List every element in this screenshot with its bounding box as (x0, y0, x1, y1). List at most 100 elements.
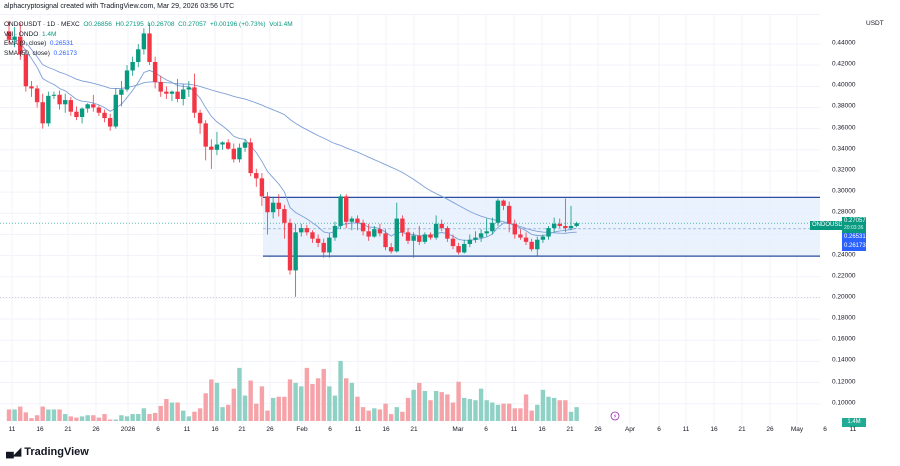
legend-symbol[interactable]: ONDOUSDT · 1D · MEXC (4, 21, 80, 28)
time-tick-label: 6 (657, 426, 661, 433)
candle-body (490, 222, 495, 232)
candle-body (467, 239, 473, 244)
candle-body (51, 94, 57, 96)
candle-body (107, 118, 113, 127)
candle-body (422, 234, 428, 242)
legend-close: C0.27057 (178, 21, 207, 28)
volume-bar (456, 381, 461, 421)
volume-bar (136, 414, 141, 421)
volume-bar (546, 396, 551, 421)
candle-body (287, 222, 293, 271)
volume-bar (388, 414, 394, 421)
price-axis[interactable]: USDT 0.44000 0.42000 0.40000 0.38000 0.36000… (810, 14, 900, 427)
candle-body (327, 237, 332, 253)
volume-bar (478, 388, 484, 421)
candle-body (18, 36, 23, 55)
tradingview-logo[interactable]: ▄◢ TradingView (6, 445, 89, 459)
volume-bar (529, 410, 534, 421)
candle-body (130, 61, 135, 71)
candle-body (456, 246, 461, 253)
candle-body (355, 218, 360, 223)
candle-body (400, 218, 405, 233)
volume-bar (377, 409, 383, 421)
candle-body (91, 104, 96, 108)
price-tick-label: 0.28000 (832, 208, 856, 216)
candle-body (248, 142, 253, 174)
volume-indicator-value: 1.4M (41, 30, 57, 38)
candlestick-chart[interactable] (0, 15, 820, 425)
candle-body (428, 234, 433, 238)
volume-bar (344, 378, 349, 421)
volume-bar (551, 397, 557, 421)
candle-body (68, 100, 74, 112)
volume-bar (152, 412, 158, 421)
price-tick-label: 0.40000 (832, 81, 856, 89)
price-tick-label: 0.38000 (832, 102, 856, 110)
price-tick-label: 0.12000 (832, 378, 856, 386)
candle-body (242, 142, 248, 148)
volume-bar (360, 407, 366, 421)
chart-attribution: alphacryptosignal created with TradingVi… (4, 3, 235, 10)
candle-body (96, 107, 102, 113)
time-tick-label: 11 (682, 426, 690, 433)
candle-body (563, 225, 568, 229)
volume-bar (315, 378, 321, 421)
candle-body (175, 91, 180, 100)
candle-body (203, 123, 208, 147)
candle-body (85, 104, 90, 109)
time-tick-label: 16 (36, 426, 44, 433)
volume-bar (304, 367, 310, 421)
legend-sma-row[interactable]: SMA (50, close) 0.26173 (4, 49, 293, 59)
chart-pane[interactable] (0, 14, 820, 425)
candle-body (192, 87, 197, 113)
price-tick-label: 0.10000 (832, 399, 856, 407)
volume-bar (40, 406, 45, 421)
candle-body (394, 218, 399, 252)
volume-bar (366, 410, 371, 421)
bar-countdown: 20:03:36 (844, 225, 864, 231)
volume-bar (6, 409, 12, 421)
volume-bar (130, 414, 135, 421)
price-tick-label: 0.18000 (832, 314, 856, 322)
volume-bar (164, 399, 169, 421)
candle-body (366, 231, 371, 237)
volume-bar (175, 402, 180, 421)
time-tick-label: 11 (354, 426, 362, 433)
volume-bar (51, 409, 57, 421)
candle-body (57, 94, 62, 105)
candle-body (529, 241, 534, 250)
legend-ema-row[interactable]: EMA (9, close) 0.26531 (4, 39, 293, 49)
time-axis[interactable]: 11 16 21 26 2026 6 11 16 21 26 Feb 6 11 16 21 Mar 6 11 16 2… (0, 424, 900, 438)
time-tick-label: 21 (566, 426, 574, 433)
volume-bar (169, 402, 175, 421)
candle-body (411, 235, 416, 241)
volume-bar (287, 379, 293, 421)
legend-volume-row[interactable]: Vol · ONDO 1.4M (4, 30, 293, 40)
volume-bar (467, 399, 473, 421)
candle-body (34, 88, 40, 103)
time-tick-label: 16 (211, 426, 219, 433)
candle-body (518, 234, 523, 238)
sma-line (25, 42, 577, 234)
candle-body (417, 235, 422, 242)
volume-bar (428, 400, 433, 421)
volume-bar (91, 415, 96, 421)
volume-bar (57, 409, 62, 421)
volume-bar (265, 410, 270, 421)
volume-bar (512, 408, 517, 421)
volume-bar (417, 382, 422, 421)
candle-body (315, 238, 321, 243)
volume-bar (96, 417, 102, 421)
volume-bar (310, 384, 315, 421)
time-tick-label: 6 (484, 426, 488, 433)
last-price-tag: 0.27057 20:03:36 (842, 217, 866, 233)
legend-open: O0.26856 (83, 21, 112, 28)
candle-body (535, 239, 540, 250)
volume-bar (332, 395, 338, 421)
volume-bar (282, 396, 287, 421)
candle-body (79, 108, 85, 118)
volume-bar (495, 404, 501, 421)
legend-ohlc-row: ONDOUSDT · 1D · MEXC O0.26856 H0.27195 L… (4, 20, 293, 30)
volume-bar (220, 407, 225, 421)
candle-body (299, 228, 304, 233)
